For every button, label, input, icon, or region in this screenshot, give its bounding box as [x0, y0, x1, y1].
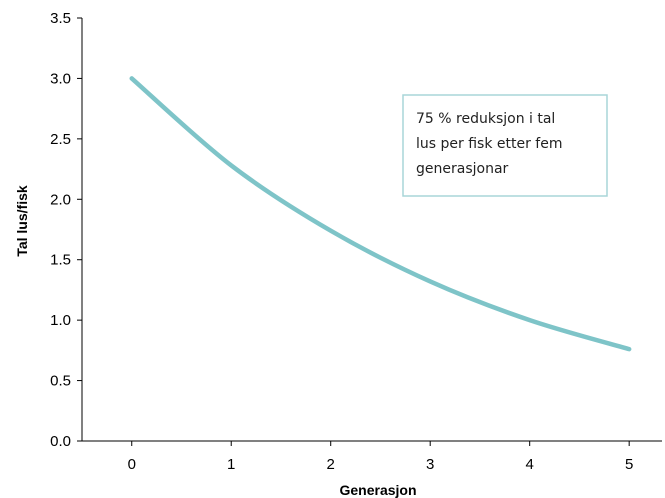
x-axis: 0 1 2 3 4 5: [82, 440, 662, 473]
y-tick-label: 2.0: [50, 191, 71, 208]
series-group: [129, 76, 632, 352]
annotation-box: 75 % reduksjon i tal lus per fisk etter …: [402, 94, 608, 197]
x-tick-label: 4: [526, 456, 534, 473]
x-tick-label: 3: [426, 456, 434, 473]
x-tick-label: 0: [128, 456, 136, 473]
y-tick-label: 1.5: [50, 252, 71, 269]
y-tick-label: 3.5: [50, 10, 71, 27]
y-tick-label: 0.5: [50, 373, 71, 390]
y-tick-label: 1.0: [50, 312, 71, 329]
y-axis-title: Tal lus/fisk: [14, 185, 30, 257]
x-tick-label: 2: [327, 456, 335, 473]
y-axis: 0.0 0.5 1.0 1.5 2.0 2.5 3.0 3.5: [50, 10, 83, 450]
y-tick-label: 3.0: [50, 70, 71, 87]
annotation-border: [402, 94, 608, 197]
annotation-line-3: generasjonar: [416, 161, 509, 177]
x-tick-label: 1: [227, 456, 235, 473]
annotation-line-2: lus per fisk etter fem: [416, 136, 562, 152]
series-line: [129, 76, 632, 352]
annotation-line-1: 75 % reduksjon i tal: [416, 111, 555, 127]
y-tick-label: 2.5: [50, 131, 71, 148]
x-tick-label: 5: [625, 456, 633, 473]
y-tick-label: 0.0: [50, 433, 71, 450]
x-axis-title: Generasjon: [339, 482, 416, 498]
